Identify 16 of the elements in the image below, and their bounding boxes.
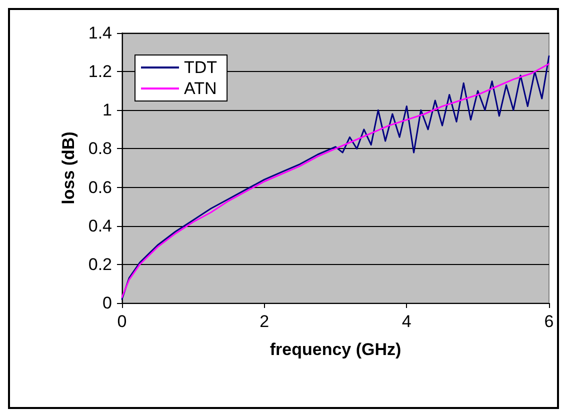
y-tick-label: 1 [102,100,112,120]
x-tick-label: 2 [260,312,270,331]
y-tick-label: 0.4 [88,216,112,236]
x-tick-label: 4 [402,312,412,331]
x-axis-title: frequency (GHz) [270,340,402,359]
y-tick-label: 0.6 [88,178,112,197]
x-tick-label: 6 [544,312,554,331]
y-axis-title: loss (dB) [59,132,78,204]
y-tick-label: 0 [102,294,112,312]
legend-label: TDT [184,58,218,77]
x-tick-label: 0 [117,312,127,331]
y-tick-label: 1.4 [88,24,112,42]
y-tick-label: 0.2 [88,254,112,274]
y-tick-label: 0.8 [88,139,112,158]
y-tick-label: 1.2 [88,62,112,82]
legend-label: ATN [184,79,217,98]
